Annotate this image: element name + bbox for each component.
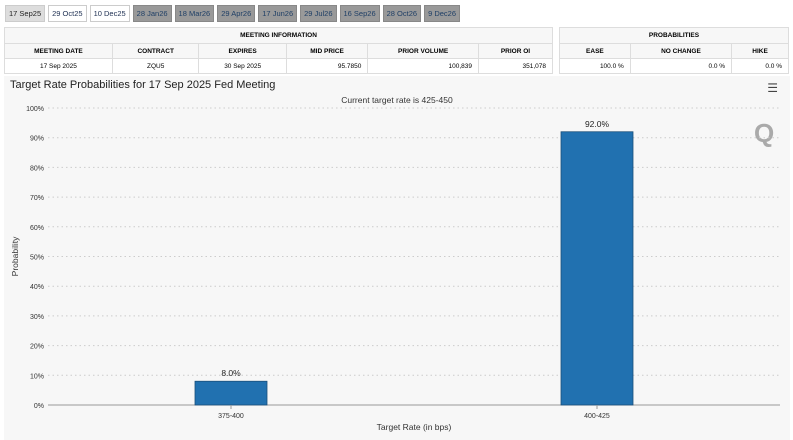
tab-9-dec26[interactable]: 9 Dec26	[424, 5, 460, 22]
data-label: 8.0%	[221, 368, 241, 378]
tab-18-mar26[interactable]: 18 Mar26	[174, 5, 215, 22]
y-tick-label: 10%	[30, 373, 44, 380]
column-header: CONTRACT	[111, 43, 200, 59]
bar-chart: 0% 10% 20% 30% 40% 50% 60% 70% 80% 90% 100% 8.0% 375…	[10, 106, 780, 432]
cell: 100.0 %	[559, 58, 631, 74]
column-header: MID PRICE	[285, 43, 369, 59]
tab-10-dec25[interactable]: 10 Dec25	[89, 5, 130, 22]
y-tick-label: 100%	[26, 106, 44, 113]
tab-29-oct25[interactable]: 29 Oct25	[48, 5, 87, 22]
data-label: 92.0%	[585, 119, 610, 129]
y-tick-label: 40%	[30, 284, 44, 291]
y-tick-label: 80%	[30, 165, 44, 172]
probabilities-heading: PROBABILITIES	[559, 27, 789, 44]
chart-panel: Target Rate Probabilities for 17 Sep 202…	[4, 76, 790, 440]
tab-29-apr26[interactable]: 29 Apr26	[217, 5, 256, 22]
x-tick-label: 375-400	[218, 413, 244, 420]
hamburger-icon[interactable]: ☰	[767, 81, 778, 95]
cell: 0.0 %	[731, 58, 789, 74]
cell: 100,839	[367, 58, 479, 74]
cell: ZQU5	[111, 58, 200, 74]
bar-400-425	[560, 131, 634, 406]
column-header: EXPIRES	[198, 43, 287, 59]
quikstrike-logo: Q	[754, 118, 775, 148]
column-header: PRIOR VOLUME	[367, 43, 479, 59]
probabilities-table: PROBABILITIES EASE NO CHANGE HIKE 100.0 % 0.…	[559, 27, 789, 74]
x-tick-label: 400-425	[584, 413, 610, 420]
meeting-tabs: 17 Sep25 29 Oct25 10 Dec25 28 Jan26 18 Mar26…	[5, 5, 460, 22]
tab-17-jun26[interactable]: 17 Jun26	[258, 5, 298, 22]
chart-title: Target Rate Probabilities for 17 Sep 202…	[10, 79, 276, 91]
cell: 95.7850	[285, 58, 369, 74]
meeting-info-heading: MEETING INFORMATION	[4, 27, 553, 44]
y-axis-title: Probability	[10, 236, 20, 276]
column-header: NO CHANGE	[629, 43, 733, 59]
y-tick-label: 70%	[30, 195, 44, 202]
x-axis-title: Target Rate (in bps)	[377, 422, 452, 432]
y-tick-label: 0%	[34, 403, 44, 410]
cell: 351,078	[477, 58, 554, 74]
y-tick-label: 30%	[30, 314, 44, 321]
column-header: EASE	[559, 43, 631, 59]
y-tick-label: 20%	[30, 344, 44, 351]
cell: 30 Sep 2025	[198, 58, 287, 74]
tab-28-jan26[interactable]: 28 Jan26	[132, 5, 172, 22]
cell: 17 Sep 2025	[4, 58, 113, 74]
y-tick-label: 90%	[30, 136, 44, 143]
tab-16-sep26[interactable]: 16 Sep26	[339, 5, 380, 22]
y-tick-label: 60%	[30, 225, 44, 232]
meeting-information-table: MEETING INFORMATION MEETING DATE CONTRACT…	[4, 27, 554, 74]
cell: 0.0 %	[629, 58, 733, 74]
bar-375-400	[194, 380, 268, 406]
chart-subtitle: Current target rate is 425-450	[341, 95, 453, 105]
tab-29-jul26[interactable]: 29 Jul26	[300, 5, 337, 22]
column-header: HIKE	[731, 43, 789, 59]
column-header: MEETING DATE	[4, 43, 113, 59]
tab-17-sep25[interactable]: 17 Sep25	[5, 5, 46, 22]
y-tick-label: 50%	[30, 255, 44, 262]
column-header: PRIOR OI	[477, 43, 554, 59]
tab-28-oct26[interactable]: 28 Oct26	[382, 5, 422, 22]
